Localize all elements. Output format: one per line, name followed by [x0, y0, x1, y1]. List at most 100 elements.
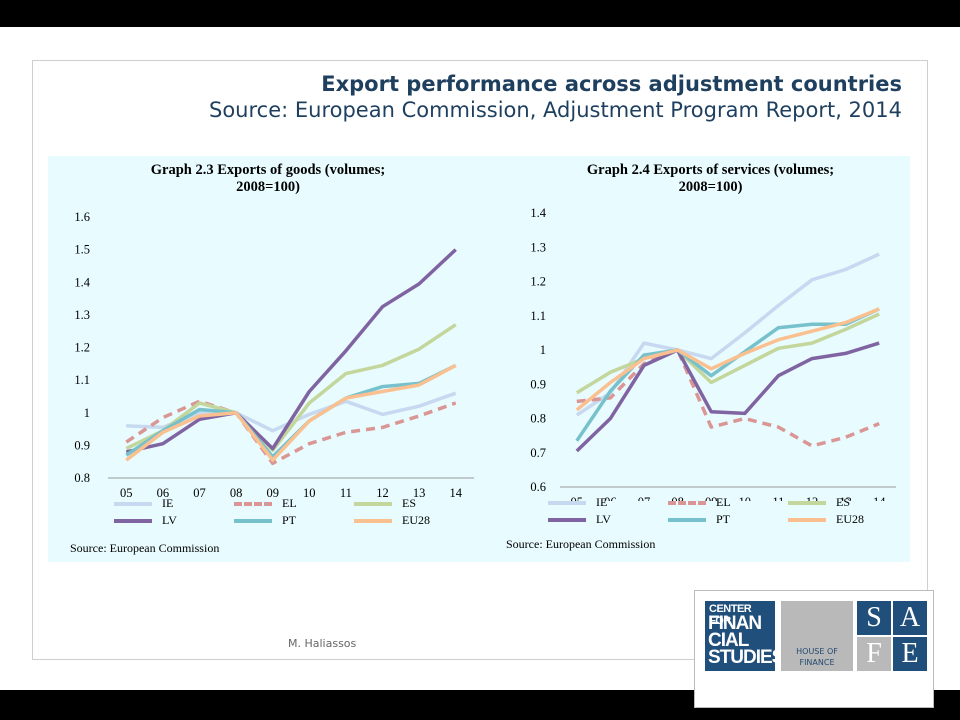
slide-subtitle: Source: European Commission, Adjustment …: [209, 98, 902, 122]
cfs-logo-line1: CENTER FOR: [709, 603, 752, 627]
legend-swatch: [548, 518, 586, 522]
legend-label: EL: [716, 495, 731, 509]
legend-label: ES: [836, 495, 851, 509]
series-line-lv: [575, 341, 880, 453]
chart2-title: Graph 2.4 Exports of services (volumes; …: [553, 162, 868, 196]
series-line-es: [575, 312, 880, 395]
legend-label: LV: [162, 513, 177, 527]
cfs-logo: CENTER FOR FINAN CIAL STUDIES: [705, 601, 784, 671]
cfs-logo-line3: CIAL: [708, 630, 749, 651]
legend-swatch: [788, 501, 826, 505]
safe-logo: S A F E: [857, 601, 929, 671]
y-tick-label: 1: [540, 343, 546, 357]
slide-frame: [32, 60, 928, 660]
y-tick-label: 1.1: [530, 309, 546, 323]
chart1-goods-plot: 0.8 0.9 1 1.1 1.2 1.3 1.4 1.5 1.6 05 06 07 08 09 10 11 1…: [74, 210, 474, 500]
x-tick-label: 14: [449, 486, 462, 500]
x-tick-label: 12: [376, 486, 389, 500]
x-tick-label: 05: [120, 486, 133, 500]
legend-label: ES: [402, 496, 417, 510]
chart1-title-line1: Graph 2.3 Exports of goods (volumes;: [150, 162, 386, 178]
legend-swatch: [354, 519, 392, 523]
chart2-source: Source: European Commission: [506, 537, 656, 551]
legend-label: IE: [596, 495, 608, 509]
x-tick-label: 08: [671, 495, 684, 501]
legend-swatch: [668, 518, 706, 522]
y-tick-label: 0.8: [74, 471, 90, 485]
x-tick-label: 07: [638, 495, 651, 501]
x-tick-label: 06: [157, 486, 170, 500]
x-tick-label: 14: [873, 495, 886, 501]
charts-panel: Graph 2.3 Exports of goods (volumes; 200…: [48, 156, 910, 562]
y-tick-label: 1.2: [74, 341, 90, 355]
safe-letter-f: F: [857, 637, 891, 671]
slide-title: Export performance across adjustment cou…: [321, 72, 902, 96]
x-tick-label: 05: [571, 495, 584, 501]
x-tick-label: 09: [266, 486, 279, 500]
x-tick-label: 10: [303, 486, 316, 500]
legend-label: LV: [596, 512, 611, 526]
legend-label: EU28: [402, 513, 430, 527]
chart1-title-line2: 2008=100): [236, 179, 300, 195]
y-tick-label: 1.5: [74, 243, 90, 257]
series-line-eu28: [125, 363, 457, 462]
y-tick-label: 1.1: [74, 373, 90, 387]
legend-swatch: [788, 518, 826, 522]
legend-label: IE: [162, 496, 174, 510]
logo-block: CENTER FOR FINAN CIAL STUDIES HOUSE OF F…: [694, 590, 934, 708]
x-tick-label: 13: [839, 495, 852, 501]
series-line-lv: [125, 248, 457, 454]
y-tick-label: 1.3: [74, 308, 90, 322]
y-tick-label: 1.4: [74, 275, 90, 289]
chart1-legend: IE EL ES LV PT EU28: [114, 496, 494, 536]
y-tick-label: 1: [84, 406, 90, 420]
legend-label: PT: [282, 513, 297, 527]
safe-letter-a: A: [893, 601, 927, 635]
safe-letter-s: S: [857, 601, 891, 635]
hof-line2: FINANCE: [799, 658, 835, 667]
chart2-services-plot: 0.6 0.7 0.8 0.9 1 1.1 1.2 1.3 1.4 05 06 07 08 09 10 11 1…: [530, 206, 896, 501]
slide-header: Export performance across adjustment cou…: [209, 71, 902, 123]
series-line-pt: [575, 307, 880, 442]
y-tick-label: 1.3: [530, 240, 546, 254]
y-tick-label: 1.6: [74, 210, 90, 224]
legend-swatch: [234, 519, 272, 523]
series-line-el: [125, 399, 457, 466]
y-tick-label: 0.9: [74, 438, 90, 452]
house-of-finance-logo: HOUSE OF FINANCE: [781, 601, 853, 671]
legend-label: EL: [282, 496, 297, 510]
legend-label: EU28: [836, 512, 864, 526]
chart2-legend: IE EL ES LV PT EU28: [548, 495, 928, 535]
x-tick-label: 08: [230, 486, 243, 500]
safe-letter-e: E: [893, 637, 927, 671]
legend-swatch: [234, 502, 272, 506]
legend-label: PT: [716, 512, 731, 526]
cfs-logo-line4: STUDIES: [708, 647, 784, 668]
chart1-title: Graph 2.3 Exports of goods (volumes; 200…: [128, 162, 408, 196]
legend-swatch: [548, 501, 586, 505]
legend-swatch: [354, 502, 392, 506]
legend-swatch: [668, 501, 706, 505]
x-tick-label: 12: [806, 495, 819, 501]
x-tick-label: 10: [739, 495, 752, 501]
cfs-logo-line2: FINAN: [708, 613, 762, 634]
chart2-title-line1: Graph 2.4 Exports of services (volumes;: [586, 162, 835, 178]
x-tick-label: 11: [772, 495, 784, 501]
chart2-title-line2: 2008=100): [678, 179, 743, 195]
x-tick-label: 07: [193, 486, 206, 500]
author-footer: M. Haliassos: [288, 637, 357, 650]
series-line-eu28: [575, 307, 880, 412]
y-tick-label: 0.7: [530, 446, 546, 460]
y-tick-label: 1.2: [530, 275, 546, 289]
series-line-ie: [575, 252, 880, 417]
series-line-pt: [125, 363, 457, 459]
hof-line1: HOUSE OF: [796, 647, 838, 656]
x-tick-label: 13: [413, 486, 426, 500]
x-tick-label: 06: [604, 495, 617, 501]
x-tick-label: 09: [705, 495, 718, 501]
series-line-es: [125, 323, 457, 453]
x-tick-label: 11: [340, 486, 352, 500]
y-tick-label: 0.9: [530, 377, 546, 391]
y-tick-label: 0.6: [530, 480, 546, 494]
y-tick-label: 0.8: [530, 412, 546, 426]
